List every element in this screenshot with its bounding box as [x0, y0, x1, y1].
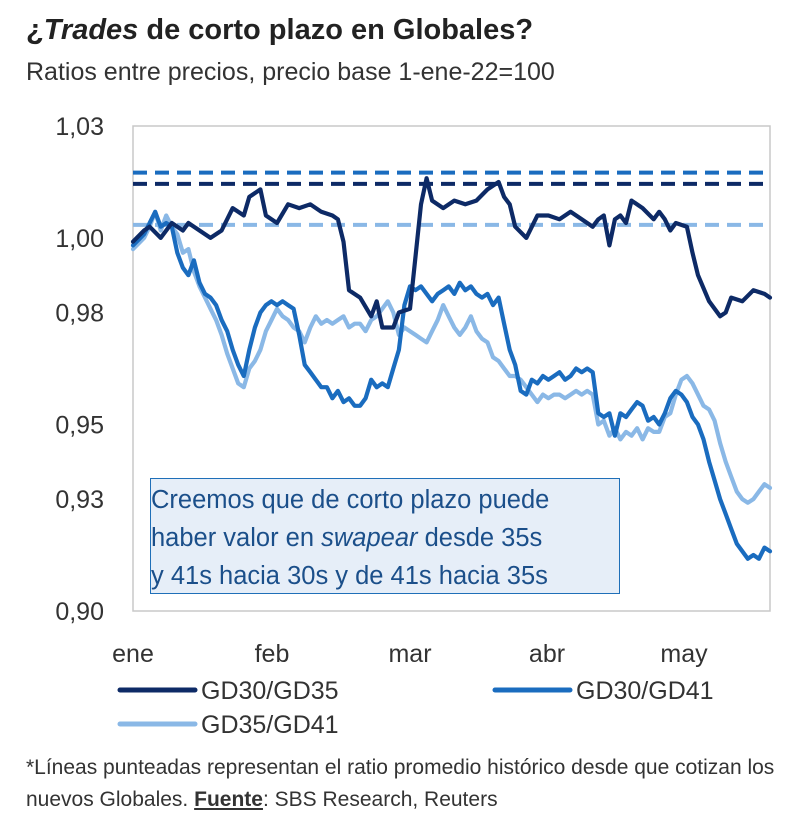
x-axis: ene feb mar abr may [112, 640, 708, 668]
y-tick-label: 0,90 [55, 598, 104, 626]
annotation-line-1: Creemos que de corto plazo puede [151, 486, 550, 514]
legend-label-gd35-gd41: GD35/GD41 [201, 711, 339, 739]
series-lines [130, 176, 773, 561]
plot-area [132, 125, 771, 612]
chart-subtitle: Ratios entre precios, precio base 1-ene-… [26, 58, 555, 86]
y-tick-label: 0,98 [55, 300, 104, 328]
x-tick-label: may [660, 640, 708, 668]
x-tick-label: mar [388, 640, 431, 668]
reference-lines [133, 170, 770, 227]
annotation-box: Creemos que de corto plazo puede haber v… [150, 478, 620, 594]
y-tick-label: 0,95 [55, 411, 104, 439]
y-axis: 0,90 0,93 0,95 0,98 1,00 1,03 [55, 113, 104, 626]
y-tick-label: 0,93 [55, 486, 104, 514]
x-tick-label: feb [255, 640, 290, 668]
series-line-gd30-gd35 [130, 176, 773, 330]
x-tick-label: ene [112, 640, 154, 668]
legend-label-gd30-gd35: GD30/GD35 [201, 677, 339, 705]
annotation-line-3: y 41s hacia 30s y de 41s hacia 35s [151, 562, 548, 590]
footnote: *Líneas punteadas representan el ratio p… [26, 756, 775, 811]
legend-label-gd30-gd41: GD30/GD41 [576, 677, 714, 705]
y-tick-label: 1,03 [55, 113, 104, 141]
source-label: Fuente [194, 788, 263, 811]
x-tick-label: abr [529, 640, 565, 668]
series-line-gd30-gd41 [130, 209, 773, 561]
series-line-gd35-gd41 [130, 209, 773, 505]
y-tick-label: 1,00 [55, 225, 104, 253]
annotation-line-2: haber valor en swapear desde 35s [151, 524, 543, 552]
legend: GD30/GD35 GD30/GD41 GD35/GD41 [117, 677, 714, 739]
chart-title: ¿Trades de corto plazo en Globales? [26, 14, 534, 46]
